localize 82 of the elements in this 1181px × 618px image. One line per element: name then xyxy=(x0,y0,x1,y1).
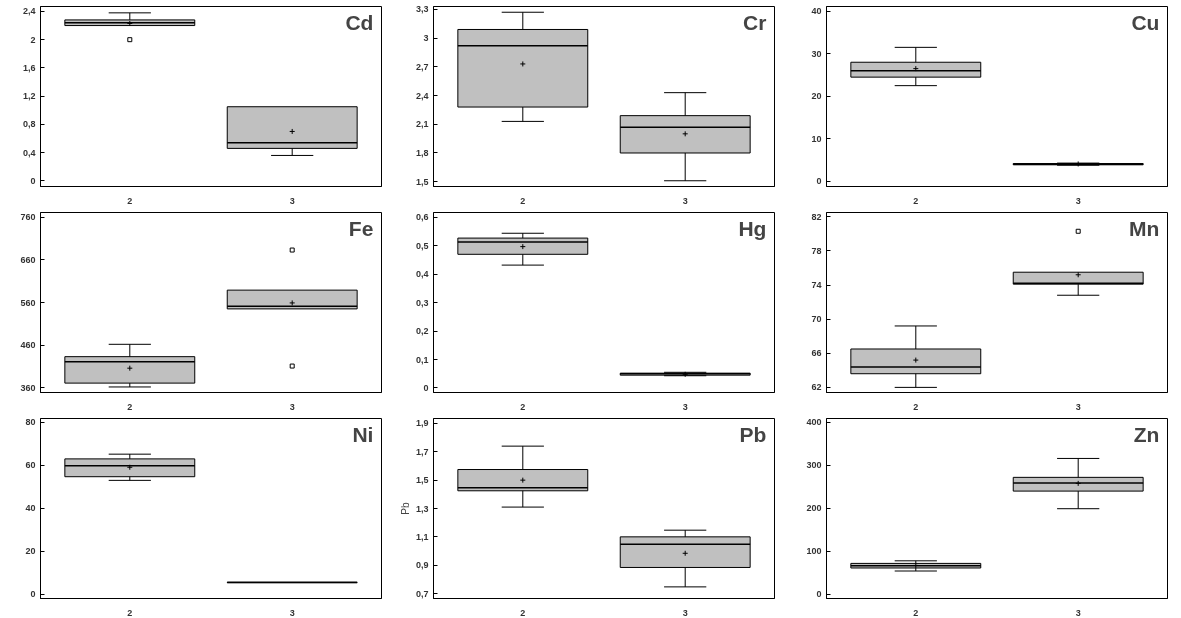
y-tick-label: 20 xyxy=(811,91,822,102)
y-tick-label: 0 xyxy=(816,589,822,600)
y-tick-label: 66 xyxy=(811,348,822,359)
y-tick-label: 0,7 xyxy=(415,588,429,599)
x-tick-label: 3 xyxy=(682,607,688,618)
y-tick-label: 300 xyxy=(806,460,822,471)
y-tick-label: 0 xyxy=(30,589,36,600)
y-tick-label: 78 xyxy=(811,245,822,256)
x-tick-label: 2 xyxy=(127,401,133,412)
chart-title: Cu xyxy=(1131,10,1160,34)
y-tick-label: 0,1 xyxy=(415,354,429,365)
y-tick-label: 2 xyxy=(30,34,36,45)
y-tick-label: 1,7 xyxy=(415,446,429,457)
x-tick-label: 3 xyxy=(682,401,688,412)
x-tick-label: 3 xyxy=(1075,607,1081,618)
y-tick-label: 1,2 xyxy=(22,91,36,102)
y-tick-label: 0,4 xyxy=(415,269,429,280)
y-tick-label: 2,4 xyxy=(415,90,429,101)
chart-title: Pb xyxy=(739,422,767,446)
y-tick-label: 2,1 xyxy=(415,119,429,130)
y-tick-label: 0 xyxy=(30,175,36,186)
x-tick-label: 2 xyxy=(520,607,526,618)
y-tick-label: 460 xyxy=(20,340,36,351)
y-tick-label: 0,5 xyxy=(415,240,429,251)
x-tick-label: 2 xyxy=(520,195,526,206)
chart-title: Fe xyxy=(348,216,374,240)
y-tick-label: 60 xyxy=(25,460,36,471)
x-tick-label: 2 xyxy=(520,401,526,412)
y-tick-label: 82 xyxy=(811,211,822,222)
y-tick-label: 30 xyxy=(811,48,822,59)
y-tick-label: 2,4 xyxy=(22,6,36,17)
x-tick-label: 2 xyxy=(913,195,919,206)
y-tick-label: 560 xyxy=(20,297,36,308)
y-tick-label: 0,6 xyxy=(415,212,429,223)
y-tick-label: 1,5 xyxy=(415,475,429,486)
y-tick-label: 2,7 xyxy=(415,61,429,72)
y-tick-label: 40 xyxy=(25,503,36,514)
chart-title: Zn xyxy=(1133,422,1160,446)
y-axis-title: Pb xyxy=(399,501,411,515)
x-tick-label: 3 xyxy=(289,195,295,206)
y-tick-label: 3,3 xyxy=(415,4,429,15)
y-tick-label: 0,8 xyxy=(22,119,36,130)
x-tick-label: 3 xyxy=(289,607,295,618)
y-tick-label: 760 xyxy=(20,212,36,223)
y-tick-label: 40 xyxy=(811,6,822,17)
x-tick-label: 2 xyxy=(127,607,133,618)
x-tick-label: 2 xyxy=(913,401,919,412)
y-tick-label: 80 xyxy=(25,417,36,428)
y-tick-label: 1,6 xyxy=(22,62,36,73)
y-tick-label: 1,9 xyxy=(415,418,429,429)
y-tick-label: 0,4 xyxy=(22,147,36,158)
y-tick-label: 20 xyxy=(25,546,36,557)
chart-title: Cd xyxy=(345,10,374,34)
y-tick-label: 1,8 xyxy=(415,147,429,158)
y-tick-label: 1,1 xyxy=(415,531,429,542)
y-tick-label: 200 xyxy=(806,503,822,514)
y-tick-label: 0 xyxy=(816,176,822,187)
y-tick-label: 62 xyxy=(811,382,822,393)
y-tick-label: 10 xyxy=(811,133,822,144)
y-tick-label: 100 xyxy=(806,546,822,557)
y-tick-label: 360 xyxy=(20,382,36,393)
y-tick-label: 0,2 xyxy=(415,326,429,337)
y-tick-label: 3 xyxy=(423,33,429,44)
x-tick-label: 3 xyxy=(682,195,688,206)
y-tick-label: 0 xyxy=(423,382,429,393)
y-tick-label: 660 xyxy=(20,254,36,265)
y-tick-label: 70 xyxy=(811,314,822,325)
y-tick-label: 400 xyxy=(806,417,822,428)
x-tick-label: 3 xyxy=(1075,401,1081,412)
y-tick-label: 0,9 xyxy=(415,560,429,571)
chart-title: Cr xyxy=(743,10,767,34)
x-tick-label: 2 xyxy=(127,195,133,206)
chart-title: Hg xyxy=(738,216,767,240)
chart-title: Ni xyxy=(352,422,374,446)
y-tick-label: 1,5 xyxy=(415,176,429,187)
y-tick-label: 1,3 xyxy=(415,503,429,514)
chart-title: Mn xyxy=(1129,216,1160,240)
x-tick-label: 3 xyxy=(289,401,295,412)
x-tick-label: 3 xyxy=(1075,195,1081,206)
x-tick-label: 2 xyxy=(913,607,919,618)
y-tick-label: 0,3 xyxy=(415,297,429,308)
y-tick-label: 74 xyxy=(811,280,822,291)
